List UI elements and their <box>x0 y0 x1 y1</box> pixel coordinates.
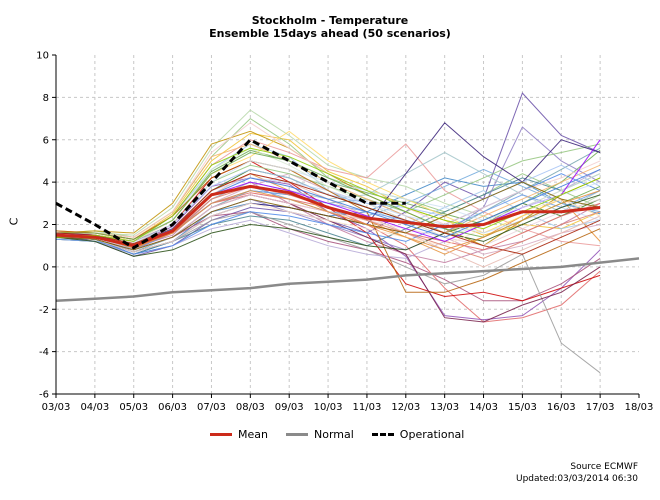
source-text: Source ECMWF <box>570 462 638 472</box>
y-tick-label: 0 <box>43 262 49 273</box>
legend-item-operational: Operational <box>371 428 465 441</box>
x-tick-label: 14/03 <box>469 402 498 413</box>
x-tick-label: 11/03 <box>353 402 382 413</box>
x-tick-label: 10/03 <box>314 402 343 413</box>
ensemble-member-line <box>55 109 601 236</box>
ensemble-member-line <box>56 160 601 245</box>
legend-label-mean: Mean <box>238 428 268 441</box>
x-tick-label: 18/03 <box>625 402 654 413</box>
x-tick-label: 13/03 <box>430 402 459 413</box>
y-tick-label: 8 <box>43 93 49 104</box>
x-tick-label: 04/03 <box>80 402 109 413</box>
y-tick-label: 6 <box>43 135 49 146</box>
x-tick-label: 15/03 <box>508 402 537 413</box>
ensemble-member-line <box>55 132 601 240</box>
legend: Mean Normal Operational <box>210 428 482 441</box>
x-tick-label: 03/03 <box>42 402 71 413</box>
updated-text: Updated:03/03/2014 06:30 <box>515 474 638 484</box>
legend-swatch-normal <box>285 433 308 436</box>
chart-title: Stockholm - Temperature <box>251 14 409 27</box>
x-tick-label: 09/03 <box>275 402 304 413</box>
legend-label-operational: Operational <box>399 428 465 441</box>
y-tick-label: 4 <box>43 178 49 189</box>
legend-item-normal: Normal <box>285 428 354 441</box>
ensemble-member-line <box>55 181 601 251</box>
y-tick-label: 10 <box>36 51 49 62</box>
x-tick-label: 06/03 <box>158 402 187 413</box>
legend-item-mean: Mean <box>210 428 268 441</box>
x-tick-label: 08/03 <box>236 402 265 413</box>
legend-swatch-mean <box>210 433 232 436</box>
ensemble-member-line <box>55 190 601 251</box>
series-line-operational <box>55 137 406 250</box>
x-tick-label: 05/03 <box>119 402 148 413</box>
legend-swatch-operational <box>371 433 394 436</box>
ensemble-member-line <box>55 194 601 257</box>
y-tick-label: 2 <box>43 220 49 231</box>
y-tick-label: -4 <box>39 347 49 358</box>
ensemble-member-line <box>55 173 601 255</box>
x-tick-label: 07/03 <box>197 402 226 413</box>
x-tick-label: 16/03 <box>547 402 576 413</box>
ensemble-member-line <box>55 160 601 293</box>
series-line-normal <box>55 257 640 303</box>
x-tick-label: 12/03 <box>391 402 420 413</box>
x-tick-label: 17/03 <box>586 402 615 413</box>
legend-label-normal: Normal <box>313 428 354 441</box>
chart-subtitle: Ensemble 15days ahead (50 scenarios) <box>209 27 451 40</box>
y-tick-label: -6 <box>39 390 49 401</box>
y-tick-label: -2 <box>39 305 49 316</box>
